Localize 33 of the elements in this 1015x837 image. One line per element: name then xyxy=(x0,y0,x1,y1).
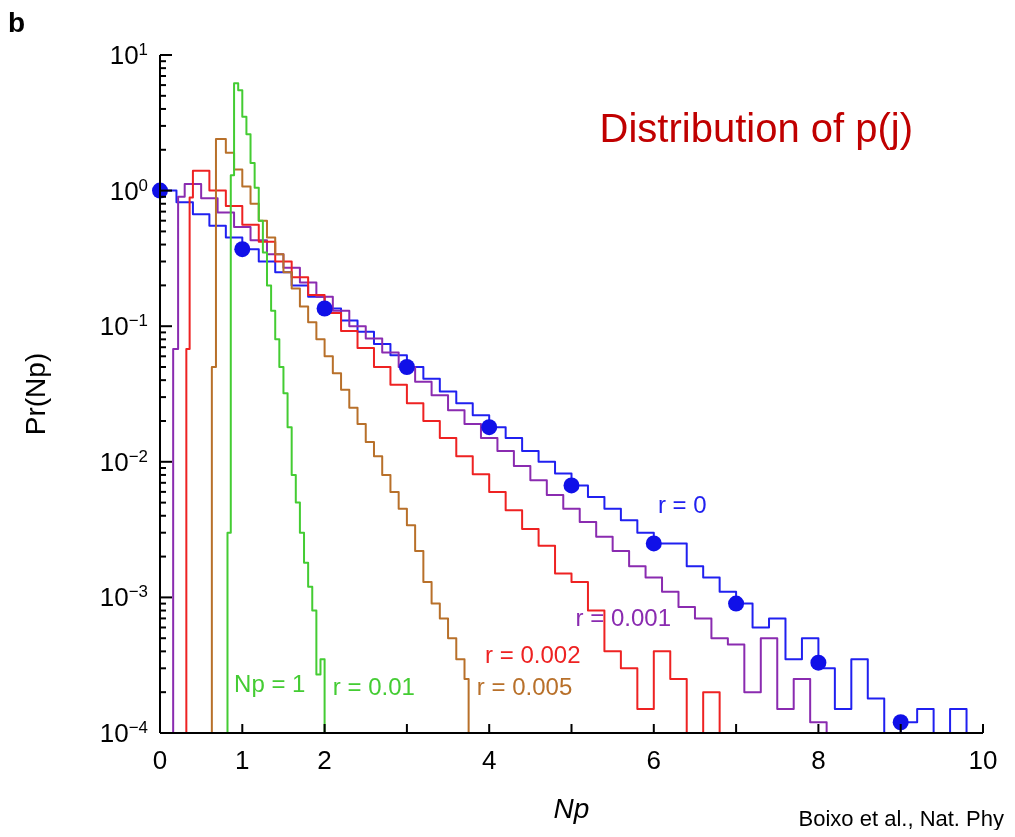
text: Boixo et al., Nat. Phy xyxy=(798,806,1004,831)
series-label: r = 0.01 xyxy=(332,673,415,701)
y-axis-title: Pr(Np) xyxy=(20,352,51,436)
series-label: r = 0 xyxy=(657,490,707,518)
point xyxy=(398,359,415,376)
text: b xyxy=(8,7,26,38)
series-label: r = 0.001 xyxy=(575,603,672,631)
x-tick-label: 6 xyxy=(646,745,662,775)
x-tick-label: 1 xyxy=(235,745,250,775)
y-tick-label: 10$^{−4}$ xyxy=(99,717,148,748)
x-axis-title: Np xyxy=(553,793,590,824)
point xyxy=(481,419,498,436)
y-tick-label: 10$^{−1}$ xyxy=(99,310,148,342)
annotation: Np = 1 xyxy=(234,670,306,698)
series-label: r = 0.002 xyxy=(485,640,581,668)
point xyxy=(563,477,580,494)
y-tick-label: 10$^{0}$ xyxy=(109,175,148,206)
x-tick-label: 0 xyxy=(152,745,168,775)
point xyxy=(234,241,251,258)
series-label: r = 0.005 xyxy=(476,673,573,701)
x-tick-label: 4 xyxy=(481,745,497,775)
x-tick-label: 2 xyxy=(317,745,332,775)
point xyxy=(810,654,827,671)
point xyxy=(645,535,662,552)
y-tick-label: 10$^{−3}$ xyxy=(99,581,148,613)
point xyxy=(892,714,909,731)
point xyxy=(316,300,333,317)
text: Distribution of p(j) xyxy=(599,106,913,150)
x-tick-label: 8 xyxy=(811,745,826,775)
y-tick-label: 10$^{−2}$ xyxy=(99,446,148,477)
y-tick-label: 10$^{1}$ xyxy=(109,39,148,70)
x-tick-label: 10 xyxy=(968,745,998,775)
point xyxy=(728,595,745,612)
